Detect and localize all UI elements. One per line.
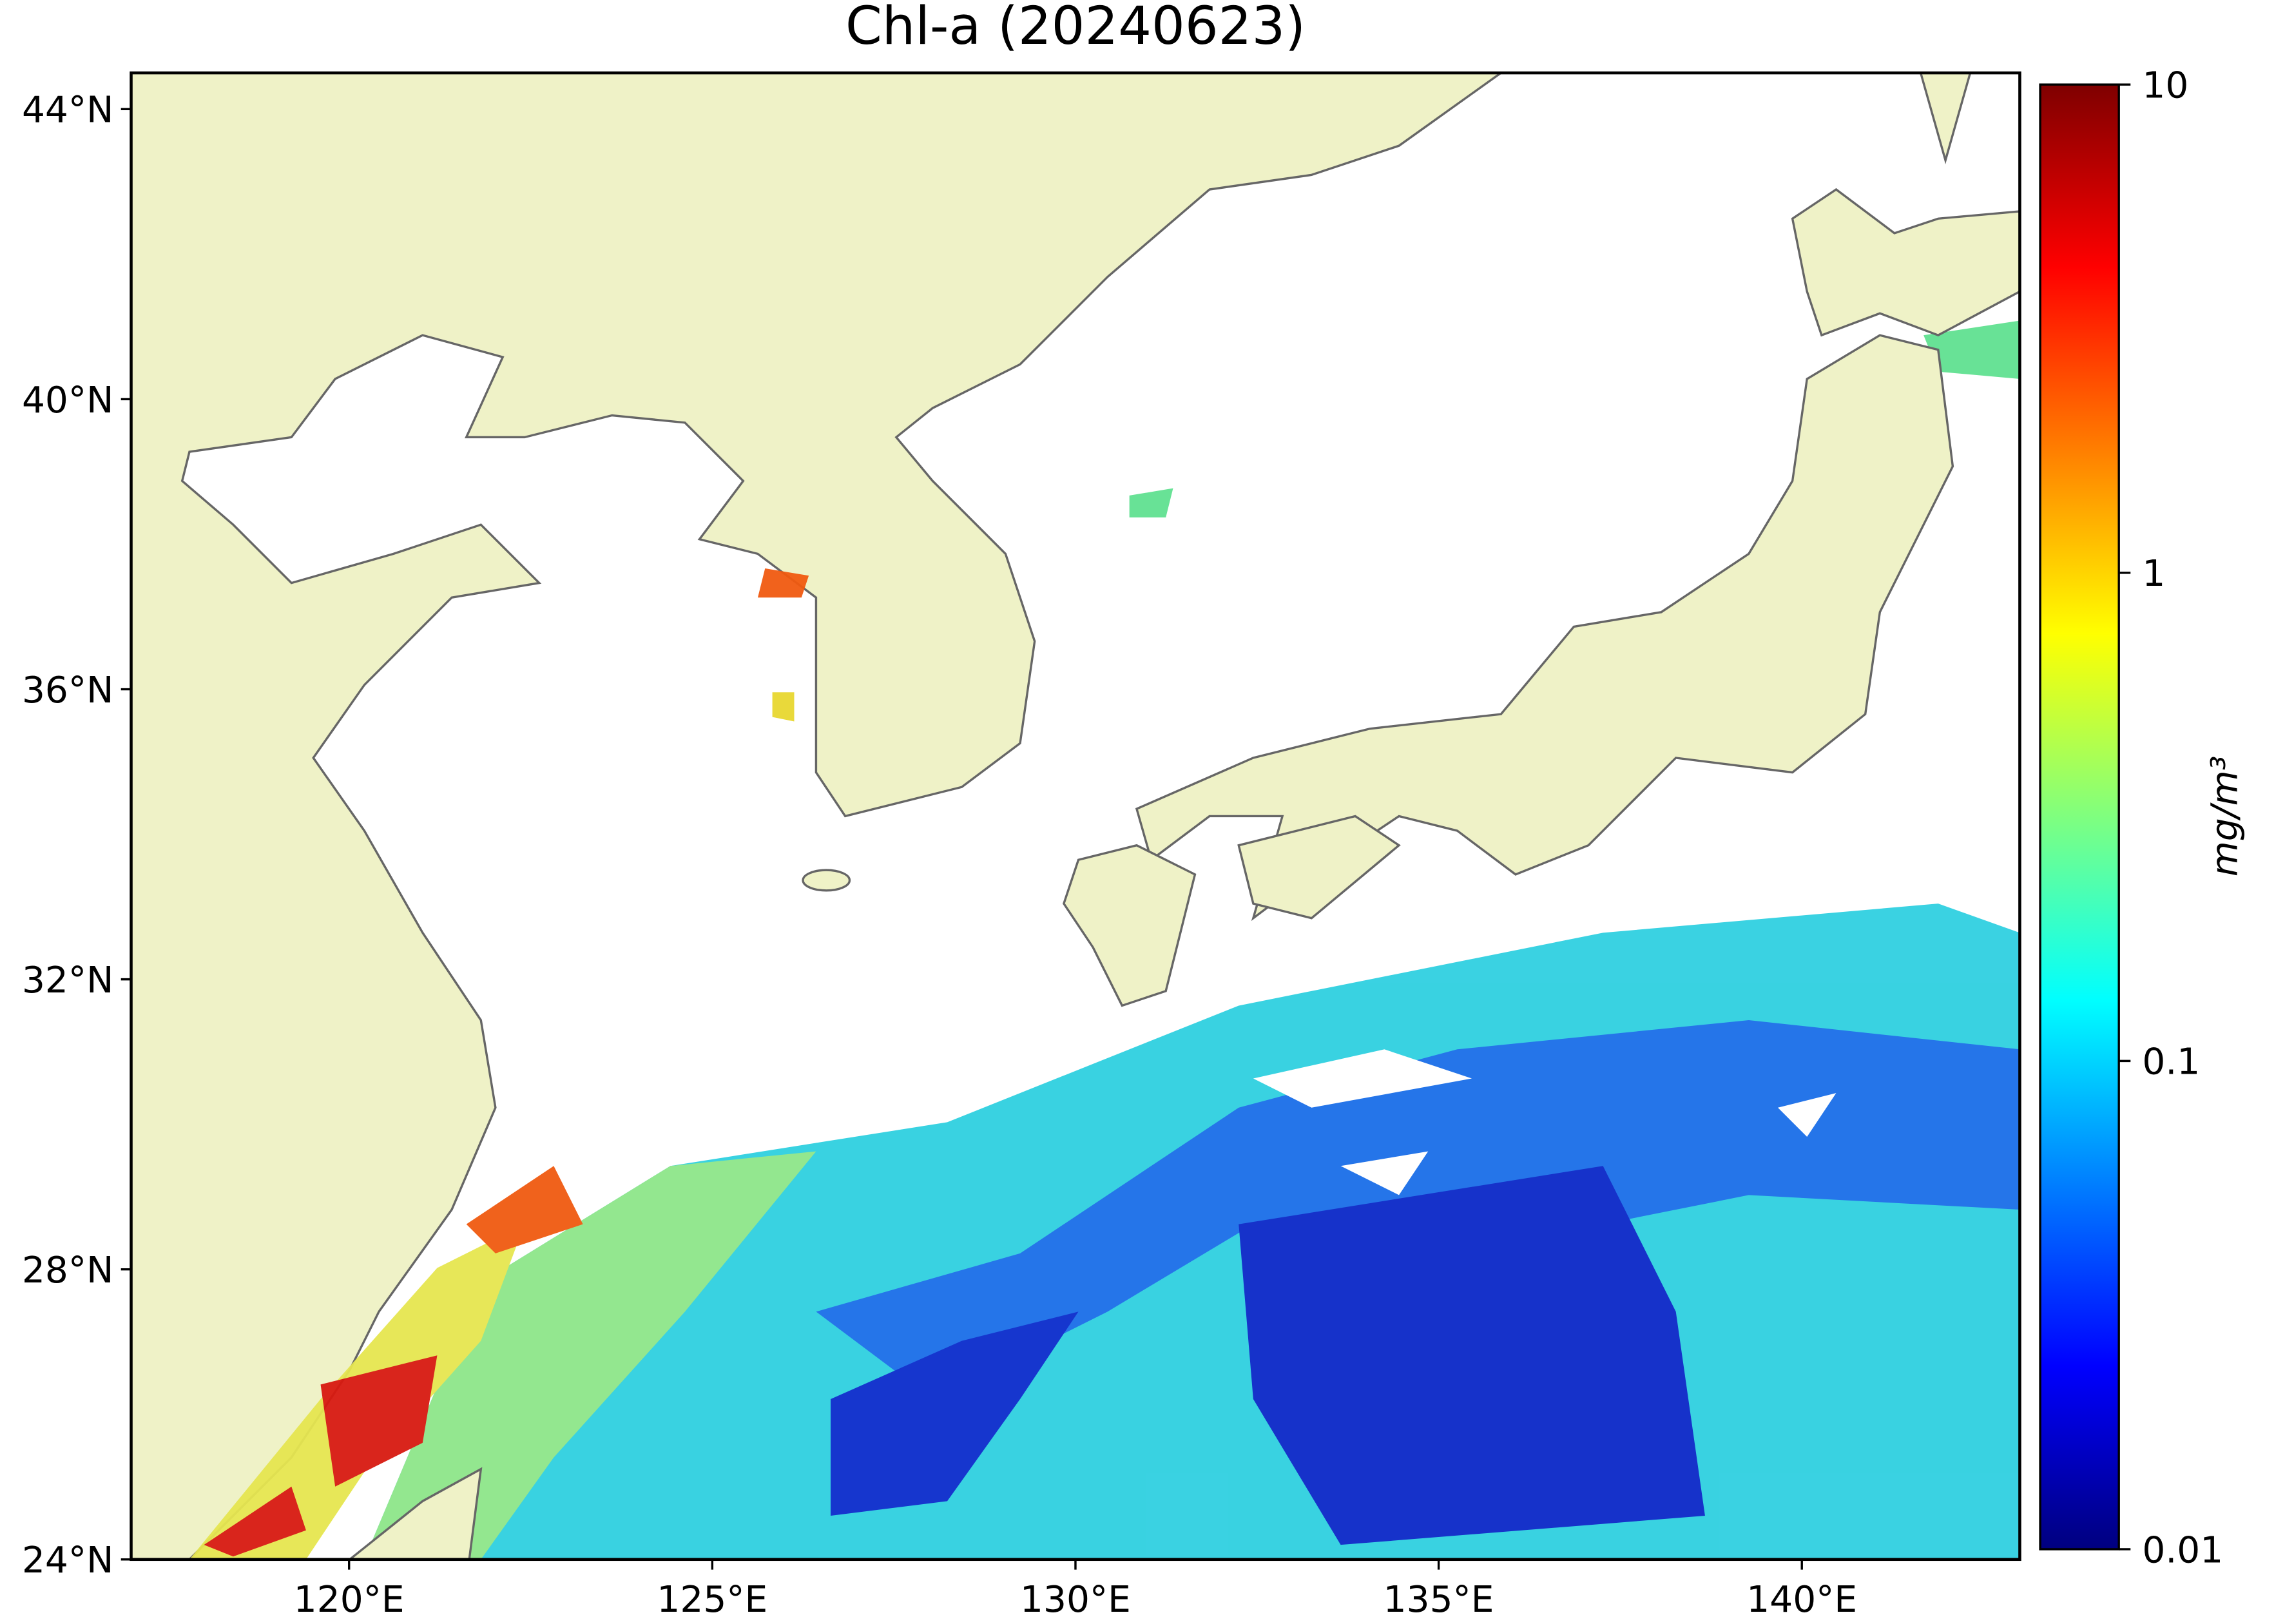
taiwan: [348, 1467, 483, 1560]
sakhalin: [1919, 73, 1972, 165]
x-tick-label: 125°E: [657, 1579, 767, 1621]
y-tick-label: 28°N: [22, 1250, 113, 1291]
y-tick-label: 40°N: [22, 380, 113, 421]
colorbar-tick-label: 10: [2142, 65, 2188, 107]
y-tick-label: 36°N: [22, 670, 113, 711]
x-tick-label: 120°E: [294, 1579, 405, 1621]
colorbar-label: mg/m³: [2204, 756, 2246, 877]
colorbar-tick-label: 0.01: [2142, 1529, 2223, 1571]
colorbar-tick-label: 1: [2142, 553, 2165, 595]
hokkaido: [1791, 188, 2020, 337]
colorbar-tick-label: 0.1: [2142, 1041, 2200, 1083]
honshu: [1135, 334, 1954, 922]
x-tick-label: 140°E: [1746, 1579, 1857, 1621]
shikoku: [1237, 815, 1401, 920]
y-tick-label: 24°N: [22, 1540, 113, 1581]
y-tick-label: 44°N: [22, 90, 113, 131]
kyushu: [1063, 844, 1197, 1007]
map-title: Chl-a (20240623): [845, 0, 1306, 57]
colorbar: [2039, 83, 2120, 1551]
chlorophyll-field: [189, 320, 2020, 1560]
map-area: [131, 73, 2020, 1560]
islands: [348, 73, 2020, 1560]
x-tick-label: 135°E: [1384, 1579, 1494, 1621]
x-tick-label: 130°E: [1020, 1579, 1131, 1621]
y-tick-label: 32°N: [22, 960, 113, 1001]
jeju: [802, 869, 851, 892]
